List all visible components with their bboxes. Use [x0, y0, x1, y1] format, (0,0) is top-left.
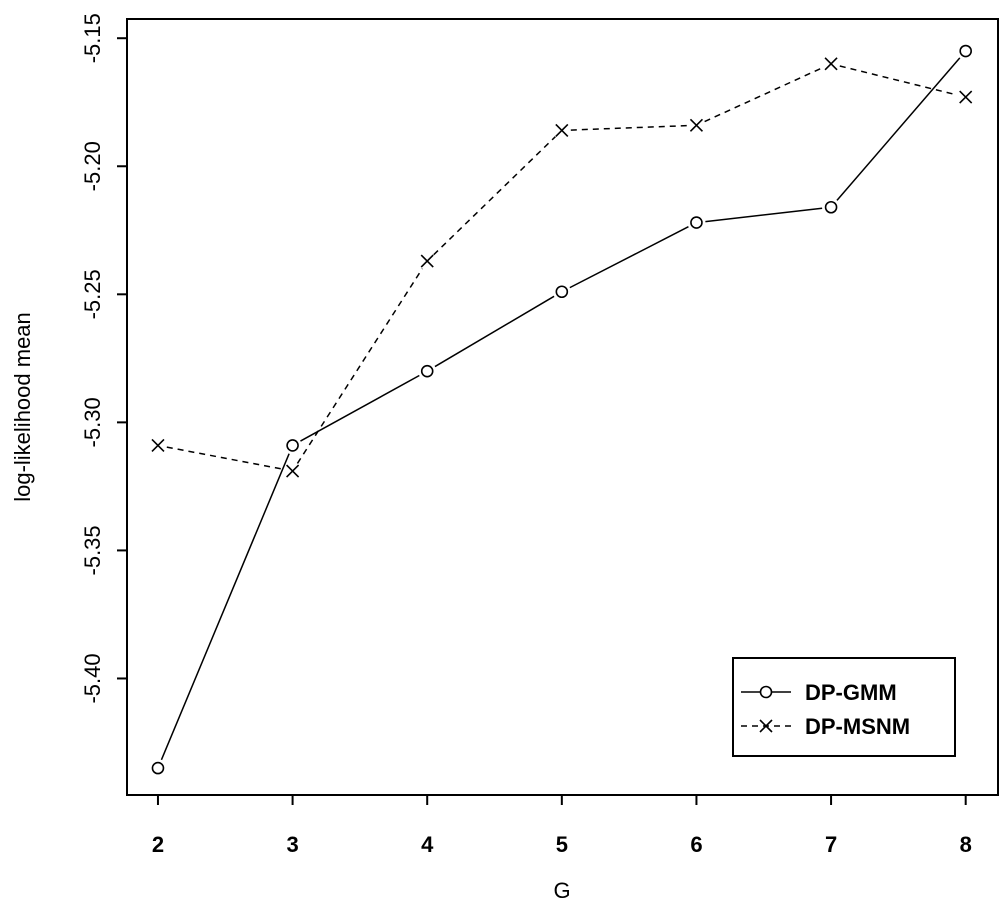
data-point: [689, 118, 704, 132]
y-tick-label: -5.40: [80, 653, 105, 703]
y-tick-label: -5.25: [80, 269, 105, 319]
data-point: [286, 439, 299, 452]
data-point: [555, 123, 569, 137]
series-segment: [570, 124, 688, 131]
series-segment: [434, 295, 555, 368]
data-point: [824, 200, 838, 214]
legend-marker: [759, 719, 773, 733]
series-segment: [433, 136, 556, 256]
x-tick-label: 4: [421, 832, 434, 857]
y-tick-label: -5.35: [80, 525, 105, 575]
series-dp-gmm: [151, 44, 972, 775]
x-tick-label: 2: [152, 832, 164, 857]
legend: DP-GMM DP-MSNM: [732, 657, 956, 757]
legend-label: DP-MSNM: [805, 714, 910, 739]
series-segment: [704, 66, 824, 123]
data-point: [824, 57, 838, 71]
series-dp-msnm: [151, 57, 973, 478]
series-segment: [160, 453, 290, 761]
x-tick-label: 7: [825, 832, 837, 857]
data-point: [151, 761, 165, 775]
data-point: [555, 285, 569, 299]
x-tick-label: 6: [690, 832, 702, 857]
legend-box: [732, 657, 956, 757]
y-tick-label: -5.20: [80, 141, 105, 191]
series-layer: [151, 44, 973, 775]
data-point: [690, 216, 703, 229]
data-point: [286, 464, 300, 478]
x-tick-label: 8: [960, 832, 972, 857]
x-axis-title: G: [553, 878, 570, 903]
series-segment: [166, 446, 284, 471]
x-tick-label: 5: [556, 832, 568, 857]
series-segment: [839, 65, 958, 96]
y-axis-title: log-likelihood mean: [10, 312, 35, 502]
series-segment: [300, 374, 420, 442]
y-axis: -5.15 -5.20 -5.25 -5.30 -5.35 -5.40: [80, 13, 127, 704]
data-point: [420, 364, 434, 378]
y-tick-label: -5.15: [80, 13, 105, 63]
data-point: [151, 438, 165, 452]
data-point: [959, 90, 973, 104]
data-point: [420, 254, 434, 268]
legend-items: DP-GMM DP-MSNM: [741, 680, 910, 739]
legend-item: DP-MSNM: [741, 714, 910, 739]
data-point: [959, 44, 972, 58]
x-tick-label: 3: [286, 832, 298, 857]
series-segment: [569, 226, 689, 289]
y-tick-label: -5.30: [80, 397, 105, 447]
legend-marker: [759, 685, 773, 699]
legend-item: DP-GMM: [741, 680, 897, 705]
x-axis: 2 3 4 5 6 7 8: [152, 795, 972, 857]
legend-label: DP-GMM: [805, 680, 897, 705]
series-segment: [836, 57, 961, 201]
series-segment: [705, 207, 823, 223]
series-segment: [296, 268, 423, 464]
